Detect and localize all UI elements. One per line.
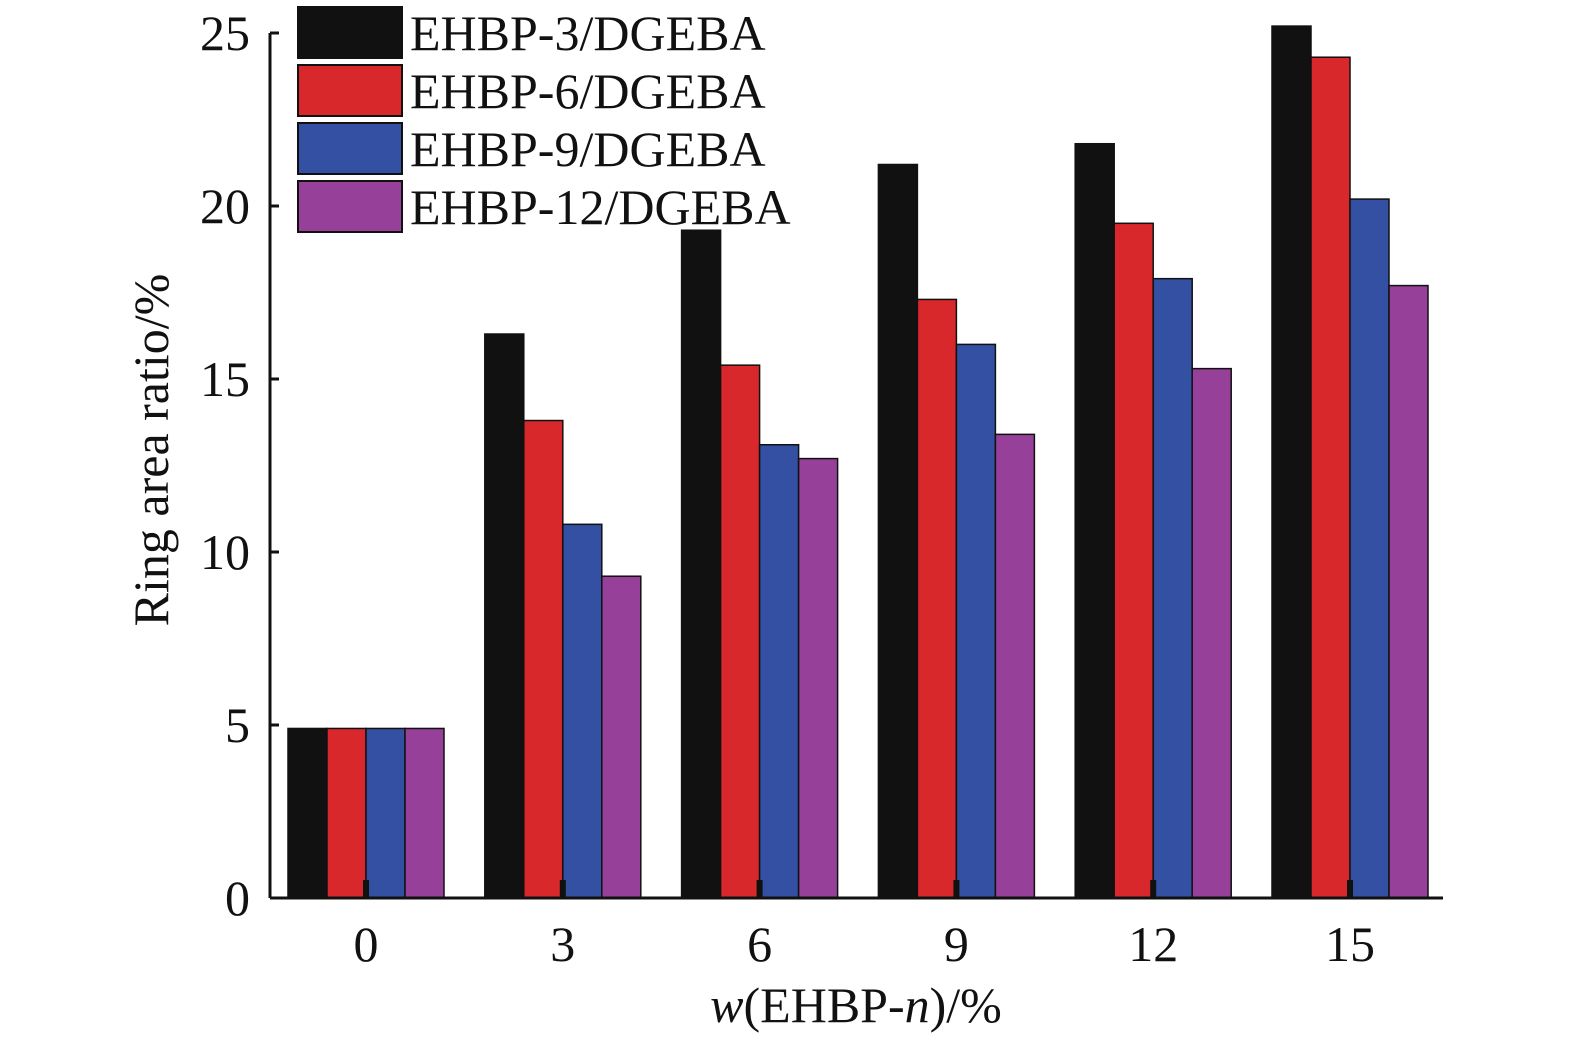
bar-2-0: [326, 727, 367, 899]
legend-swatch: [297, 180, 403, 233]
bar-1-6: [680, 229, 722, 899]
bar-3-3: [562, 523, 603, 899]
x-tick-label: 3: [550, 916, 575, 972]
legend-swatch: [297, 64, 403, 117]
x-axis-title-variable: w: [710, 977, 743, 1033]
bar-2-3: [523, 419, 564, 899]
bar-1-3: [484, 333, 525, 899]
bar-3-6: [758, 443, 800, 899]
x-tick-label: 0: [354, 916, 379, 972]
y-tick-label: 0: [225, 870, 250, 926]
legend-swatch: [297, 6, 403, 59]
y-tick-label: 10: [200, 524, 250, 580]
x-axis-title-n: n: [905, 977, 930, 1033]
legend: EHBP-3/DGEBAEHBP-6/DGEBAEHBP-9/DGEBAEHBP…: [297, 5, 791, 235]
x-tick-label: 12: [1128, 916, 1178, 972]
legend-label: EHBP-6/DGEBA: [410, 63, 766, 119]
bars-layer: [287, 25, 1429, 899]
bar-2-12: [1113, 222, 1154, 899]
bar-4-3: [601, 575, 642, 899]
bar-4-15: [1388, 284, 1429, 899]
legend-swatch: [297, 122, 403, 175]
x-axis-title: w(EHBP-n)/%: [710, 977, 1002, 1033]
bar-1-15: [1271, 25, 1312, 899]
legend-label: EHBP-3/DGEBA: [410, 5, 766, 61]
axes-layer: [268, 33, 1443, 900]
bar-1-12: [1074, 142, 1115, 899]
y-tick-label: 20: [200, 178, 250, 234]
x-axis-title-paren: (EHBP-: [744, 977, 905, 1033]
bar-3-15: [1349, 198, 1390, 899]
y-tick-label: 5: [225, 697, 250, 753]
bar-4-12: [1191, 367, 1232, 899]
x-tick-label: 6: [747, 916, 772, 972]
bar-3-0: [365, 727, 406, 899]
y-tick-label: 15: [200, 351, 250, 407]
bar-4-9: [994, 433, 1036, 899]
legend-label: EHBP-12/DGEBA: [410, 179, 791, 235]
bar-2-9: [916, 298, 958, 899]
x-tick-label: 9: [944, 916, 969, 972]
y-axis-title: Ring area ratio/%: [123, 274, 179, 627]
ticks-layer: 0 5 10 15 20 25 0 3 6 9 12 15: [200, 5, 1375, 972]
bar-4-6: [797, 457, 839, 899]
bar-1-0: [287, 727, 328, 899]
bar-3-12: [1152, 277, 1193, 899]
bar-2-15: [1310, 56, 1351, 899]
legend-label: EHBP-9/DGEBA: [410, 121, 766, 177]
bar-3-9: [955, 343, 997, 899]
y-tick-label: 25: [200, 5, 250, 61]
x-axis-title-tail: )/%: [930, 977, 1002, 1033]
bar-1-9: [877, 163, 919, 899]
bar-2-6: [719, 364, 761, 899]
x-tick-label: 15: [1325, 916, 1375, 972]
bar-4-0: [404, 727, 445, 899]
